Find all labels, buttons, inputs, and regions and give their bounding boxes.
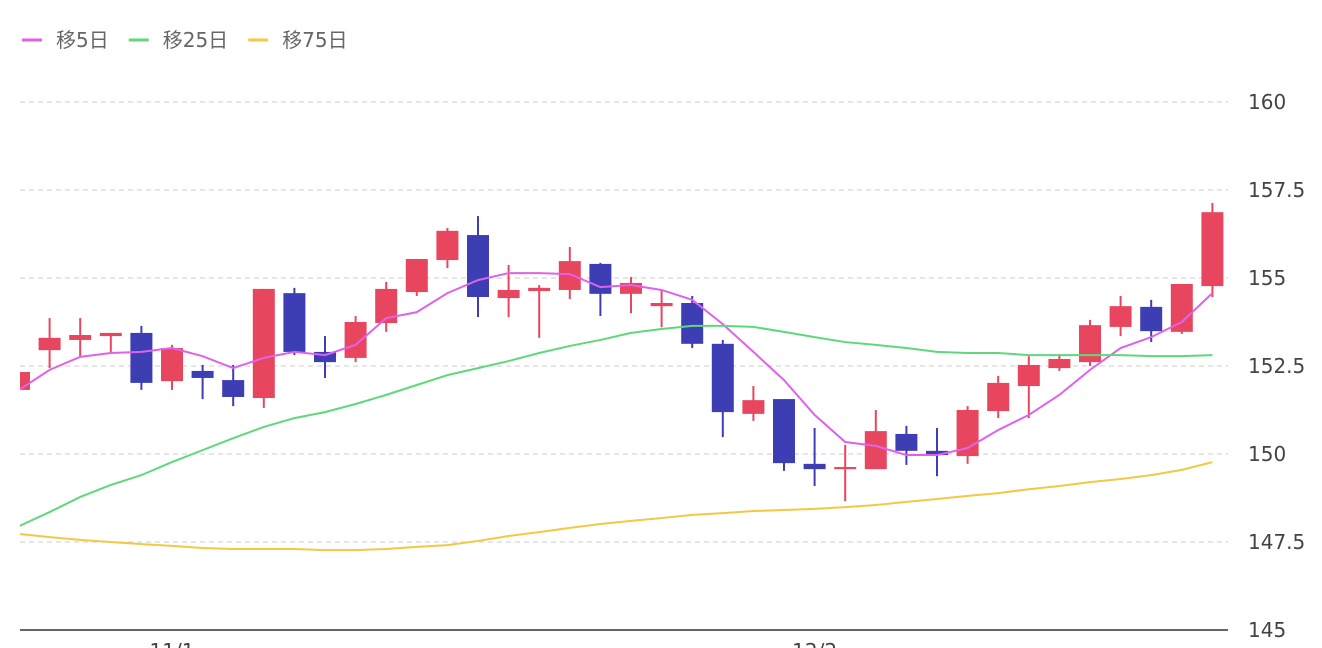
candle-body [681,302,704,344]
candle-body [834,467,857,470]
candle-body [314,351,336,363]
legend-text: 移75日 [282,28,347,52]
candle-body [742,400,765,414]
moving-average-line [20,324,1213,527]
y-tick-label: 155 [1248,266,1286,290]
moving-average-line [20,461,1213,552]
candle-body [1109,306,1132,327]
candle-body [926,450,948,456]
candle-body [1017,364,1040,387]
candle-body [1048,358,1071,369]
candle-body [528,287,551,292]
candle-body [467,235,489,298]
legend-text: 移5日 [56,28,109,52]
legend: 移5日 移25日 移75日 [22,28,348,52]
x-tick-label: 11/1 [150,639,195,648]
candle-body [283,293,306,352]
candle-body [1079,325,1101,363]
candle-body [161,348,183,382]
y-tick-label: 147.5 [1248,530,1305,554]
candle-body [38,337,61,351]
candle-body [130,332,153,383]
candle-body [589,263,612,294]
candle-body [1140,306,1163,332]
candle-body [864,431,887,470]
candle-body [405,258,428,293]
candle-body [773,399,795,464]
candle-body [711,343,734,413]
candle-body [1170,283,1193,332]
y-tick-label: 150 [1248,442,1286,466]
candle-body [344,322,367,358]
candle-body [99,332,122,337]
plot-area [20,203,1224,552]
legend-text: 移25日 [163,28,228,52]
y-tick-label: 157.5 [1248,178,1305,202]
candle-body [803,463,826,470]
candle-body [620,282,642,294]
candle-body [650,302,673,307]
candle-body [20,371,30,390]
y-tick-label: 145 [1248,618,1286,642]
candle-body [895,433,918,451]
candle-body [222,380,245,397]
candle-body [1201,212,1224,287]
grid: 145 147.5 150 152.5 155 157.5 160 11/1 12/2 [20,90,1305,648]
candle-body [436,230,459,261]
candle-body [987,382,1010,412]
candle-body [69,335,92,340]
candle-body [375,288,398,324]
moving-average-line [20,272,1214,457]
candle-body [558,261,581,290]
candle-body [191,370,214,378]
y-tick-label: 152.5 [1248,354,1305,378]
x-tick-label: 12/2 [792,639,837,648]
candle-body [497,289,520,299]
candle-body [252,288,275,399]
y-tick-label: 160 [1248,90,1286,114]
